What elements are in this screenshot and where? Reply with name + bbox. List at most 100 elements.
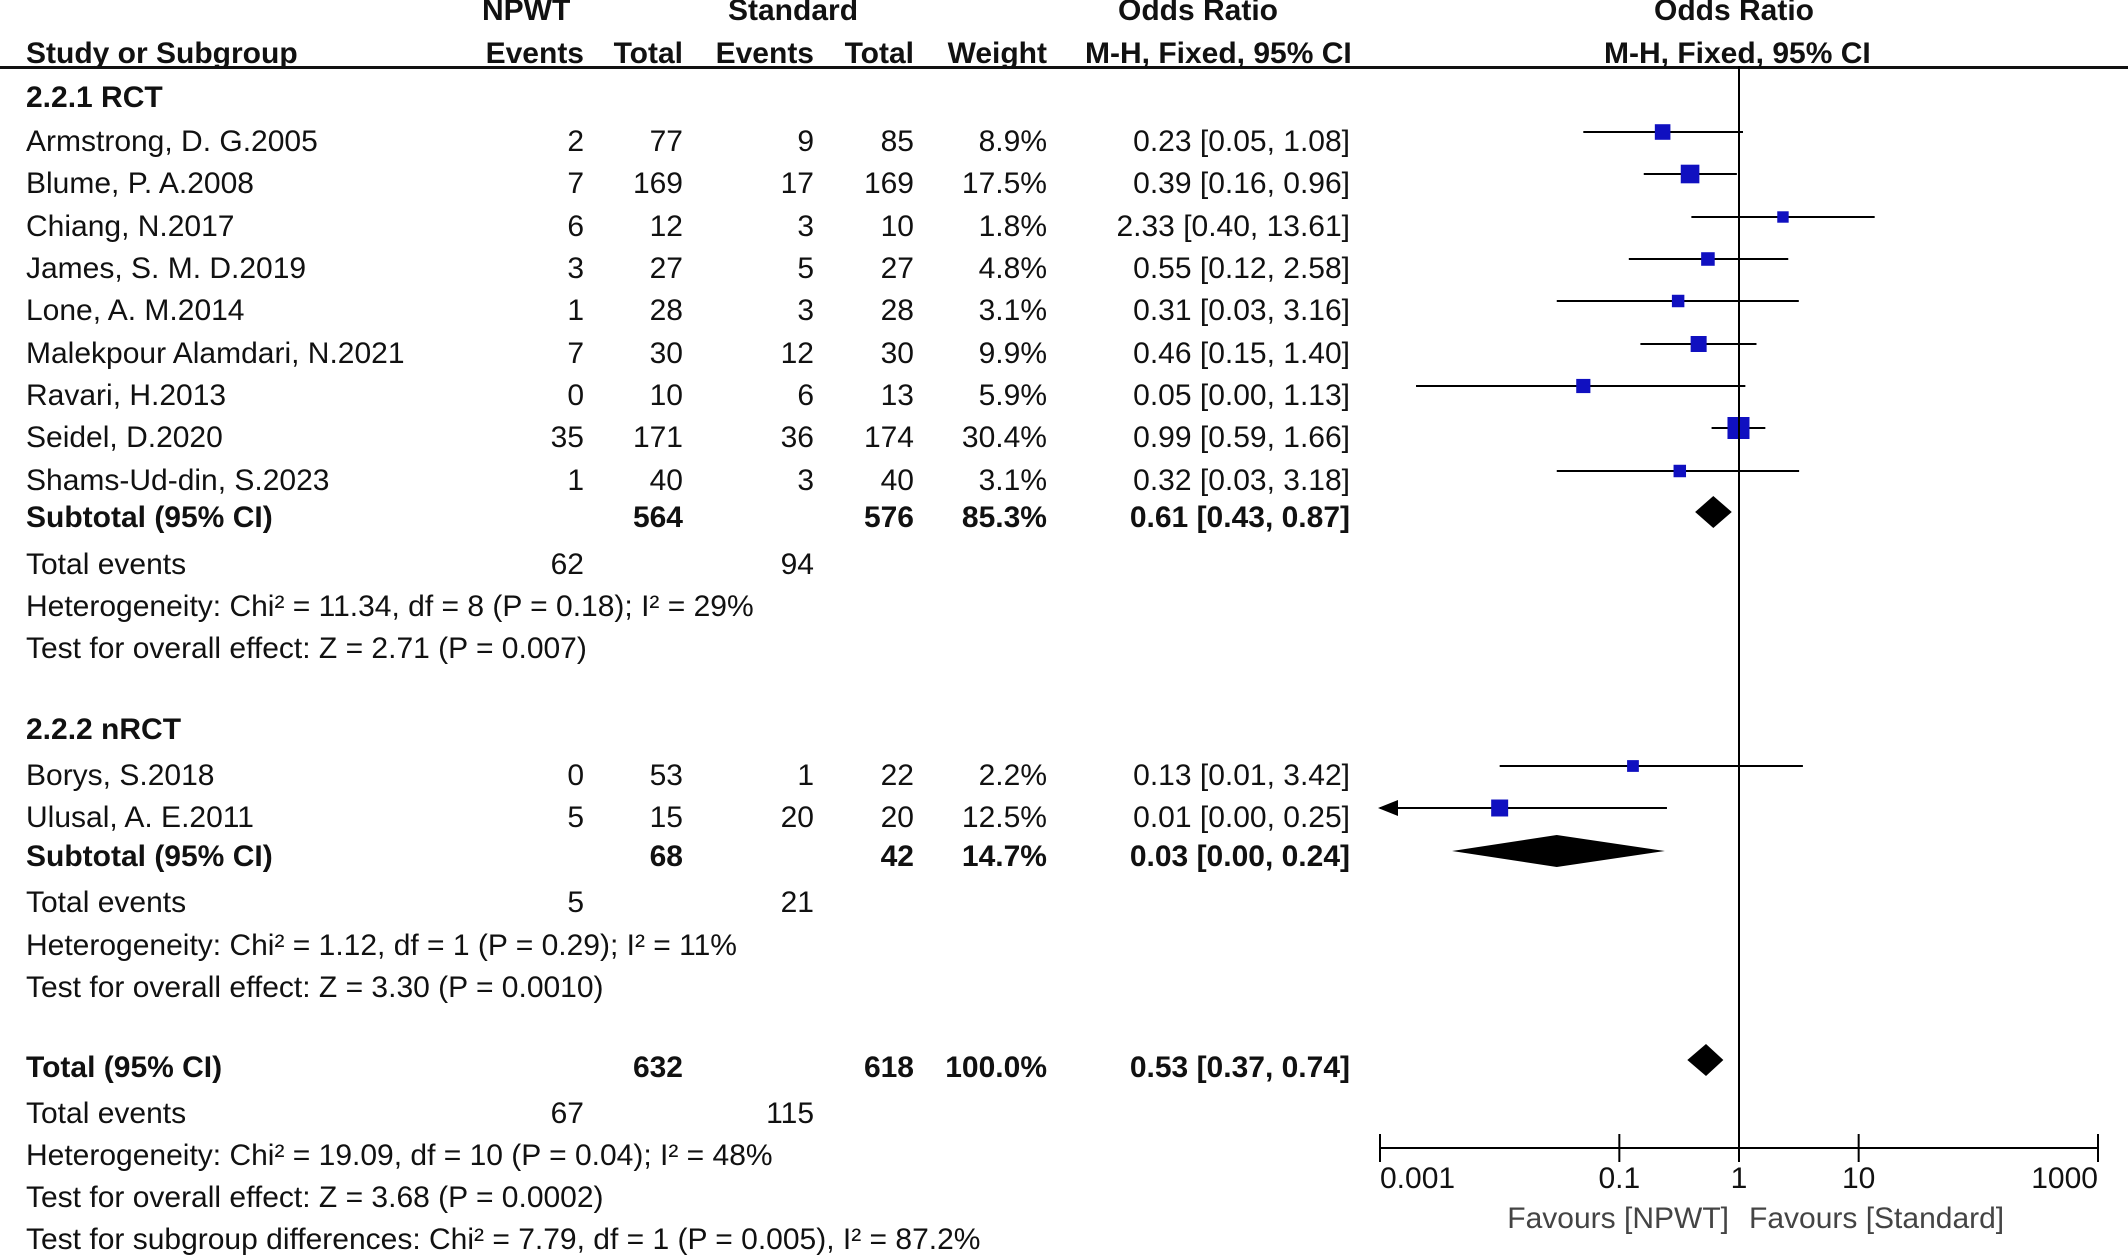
study-or-ci: 0.23 [0.05, 1.08] — [1133, 125, 1350, 158]
favours-right-label: Favours [Standard] — [1749, 1202, 2004, 1235]
npwt-events: 1 — [567, 294, 584, 327]
total-events-standard: 21 — [780, 886, 814, 919]
npwt-total: 40 — [649, 464, 683, 497]
standard-events: 20 — [780, 801, 814, 834]
standard-total: 169 — [863, 167, 914, 200]
standard-events-header: Events — [715, 37, 814, 70]
overall-total-events-label: Total events — [26, 1097, 187, 1130]
npwt-events: 1 — [567, 464, 584, 497]
study-weight: 9.9% — [978, 337, 1047, 370]
study-square — [1576, 378, 1591, 394]
study-square — [1627, 760, 1639, 772]
overall-effect-text: Test for overall effect: Z = 3.30 (P = 0… — [26, 971, 604, 1004]
subtotal-npwt-total: 68 — [649, 840, 683, 873]
standard-total: 85 — [880, 125, 914, 158]
standard-total: 27 — [880, 252, 914, 285]
npwt-events: 0 — [567, 759, 584, 792]
study-square — [1491, 799, 1509, 817]
standard-events: 36 — [780, 421, 814, 454]
study-name: Malekpour Alamdari, N.2021 — [26, 337, 405, 370]
study-or-ci: 0.31 [0.03, 3.16] — [1133, 294, 1350, 327]
study-square — [1680, 164, 1700, 184]
npwt-total: 15 — [649, 801, 683, 834]
favours-left-label: Favours [NPWT] — [1507, 1202, 1729, 1235]
study-square — [1654, 124, 1671, 140]
study-weight: 30.4% — [961, 421, 1047, 454]
study-column-header: Study or Subgroup — [26, 37, 298, 70]
subtotal-or-ci: 0.61 [0.43, 0.87] — [1129, 501, 1350, 534]
npwt-events: 6 — [567, 210, 584, 243]
study-square — [1671, 294, 1685, 308]
x-tick-label: 0.1 — [1598, 1162, 1640, 1195]
plot-header-title: Odds Ratio — [1654, 0, 1815, 27]
total-weight: 100.0% — [945, 1051, 1047, 1084]
x-tick-label: 1000 — [2031, 1162, 2098, 1195]
total-or-ci: 0.53 [0.37, 0.74] — [1129, 1051, 1350, 1084]
standard-total: 28 — [880, 294, 914, 327]
study-name: Shams-Ud-din, S.2023 — [26, 464, 330, 497]
study-name: Armstrong, D. G.2005 — [26, 125, 318, 158]
standard-total: 22 — [880, 759, 914, 792]
standard-total: 20 — [880, 801, 914, 834]
subtotal-npwt-total: 564 — [632, 501, 683, 534]
x-tick-label: 1 — [1731, 1162, 1748, 1195]
header-rule — [0, 66, 2128, 69]
study-weight: 12.5% — [961, 801, 1047, 834]
standard-total: 13 — [880, 379, 914, 412]
heterogeneity-text: Heterogeneity: Chi² = 11.34, df = 8 (P =… — [26, 590, 754, 623]
npwt-total: 30 — [649, 337, 683, 370]
or-header-title: Odds Ratio — [1118, 0, 1279, 27]
pooled-diamond — [1452, 835, 1665, 867]
plot-header-method: M-H, Fixed, 95% CI — [1604, 37, 1871, 70]
study-weight: 4.8% — [978, 252, 1047, 285]
total-npwt-total: 632 — [632, 1051, 683, 1084]
or-header-method: M-H, Fixed, 95% CI — [1085, 37, 1352, 70]
study-weight: 3.1% — [978, 294, 1047, 327]
total-label: Total (95% CI) — [26, 1051, 223, 1084]
standard-events: 9 — [797, 125, 814, 158]
study-name: Ulusal, A. E.2011 — [26, 801, 254, 834]
overall-heterogeneity-text: Heterogeneity: Chi² = 19.09, df = 10 (P … — [26, 1139, 773, 1172]
study-name: Borys, S.2018 — [26, 759, 215, 792]
study-or-ci: 0.99 [0.59, 1.66] — [1133, 421, 1350, 454]
study-or-ci: 2.33 [0.40, 13.61] — [1116, 210, 1350, 243]
overall-effect-text: Test for overall effect: Z = 2.71 (P = 0… — [26, 632, 587, 665]
total-events-label: Total events — [26, 886, 187, 919]
npwt-total: 169 — [632, 167, 683, 200]
study-weight: 5.9% — [978, 379, 1047, 412]
study-square — [1673, 464, 1687, 478]
subtotal-or-ci: 0.03 [0.00, 0.24] — [1129, 840, 1350, 873]
subtotal-label: Subtotal (95% CI) — [26, 840, 273, 873]
x-tick-label: 0.001 — [1380, 1162, 1455, 1195]
standard-events: 3 — [797, 294, 814, 327]
group2-header: Standard — [728, 0, 859, 27]
pooled-diamond — [1687, 1044, 1724, 1076]
npwt-total: 27 — [649, 252, 683, 285]
standard-events: 1 — [797, 759, 814, 792]
npwt-events: 5 — [567, 801, 584, 834]
study-square — [1690, 336, 1707, 352]
npwt-total: 77 — [649, 125, 683, 158]
npwt-total: 171 — [632, 421, 683, 454]
study-or-ci: 0.01 [0.00, 0.25] — [1133, 801, 1350, 834]
npwt-total: 28 — [649, 294, 683, 327]
subtotal-label: Subtotal (95% CI) — [26, 501, 273, 534]
standard-events: 5 — [797, 252, 814, 285]
study-or-ci: 0.55 [0.12, 2.58] — [1133, 252, 1350, 285]
total-events-standard: 94 — [780, 548, 814, 581]
subtotal-weight: 14.7% — [961, 840, 1047, 873]
pooled-diamond — [1695, 496, 1732, 528]
npwt-events: 0 — [567, 379, 584, 412]
standard-events: 3 — [797, 464, 814, 497]
study-or-ci: 0.46 [0.15, 1.40] — [1133, 337, 1350, 370]
ci-arrow — [1378, 800, 1398, 816]
npwt-events: 35 — [550, 421, 584, 454]
study-weight: 2.2% — [978, 759, 1047, 792]
study-name: James, S. M. D.2019 — [26, 252, 307, 285]
total-events-label: Total events — [26, 548, 187, 581]
npwt-events: 3 — [567, 252, 584, 285]
study-square — [1701, 252, 1715, 266]
standard-total-header: Total — [844, 37, 914, 70]
study-name: Lone, A. M.2014 — [26, 294, 245, 327]
